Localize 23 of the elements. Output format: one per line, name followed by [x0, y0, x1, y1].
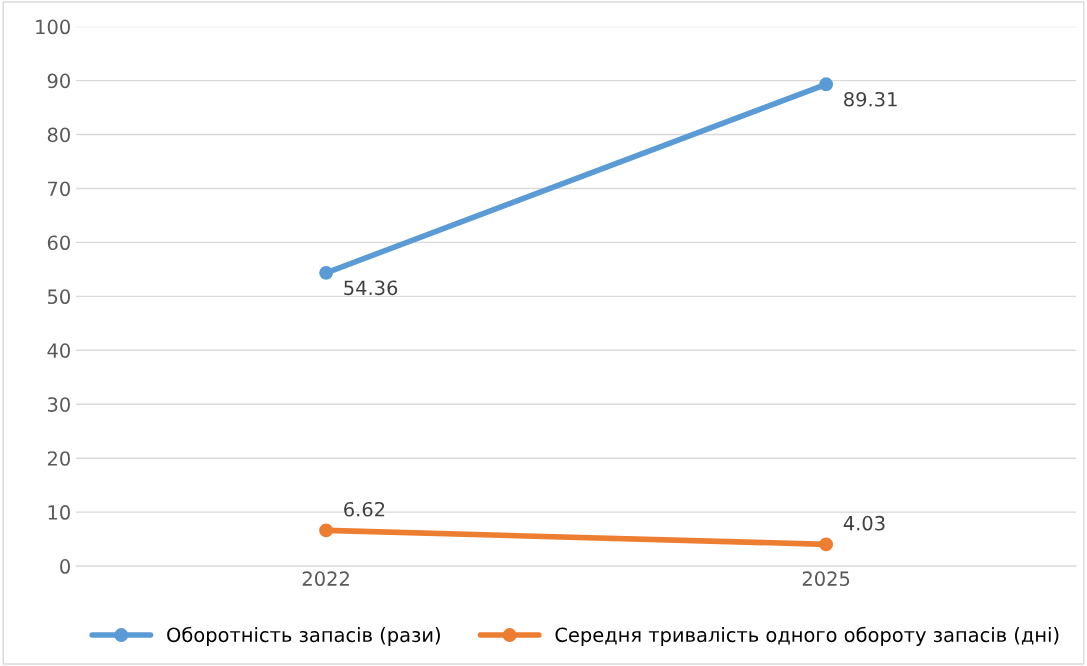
legend-label: Середня тривалість одного обороту запасів (дні)	[555, 626, 1059, 646]
data-label: 89.31	[844, 91, 897, 107]
y-tick-label: 100	[36, 19, 70, 35]
data-label: 4.03	[843, 515, 885, 531]
point	[319, 523, 334, 538]
y-tick-label: 70	[48, 181, 70, 197]
y-tick-label: 80	[47, 127, 70, 143]
y-tick-label: 60	[47, 235, 70, 251]
point	[819, 537, 834, 552]
data-label: 6.62	[344, 501, 385, 517]
data-label: 54.36	[344, 280, 398, 296]
legend-label: Оборотність запасів (рази)	[167, 626, 440, 646]
y-tick-label: 0	[60, 559, 70, 574]
y-tick-label: 90	[47, 73, 70, 89]
y-tick-label: 10	[48, 505, 70, 520]
y-tick-label: 50	[47, 289, 70, 305]
point	[819, 77, 834, 92]
x-tick-label: 2022	[302, 571, 349, 587]
x-tick-label: 2025	[802, 571, 850, 587]
point	[319, 265, 334, 280]
y-tick-label: 30	[47, 397, 70, 412]
y-tick-label: 40	[47, 343, 70, 358]
y-tick-label: 20	[47, 451, 70, 466]
